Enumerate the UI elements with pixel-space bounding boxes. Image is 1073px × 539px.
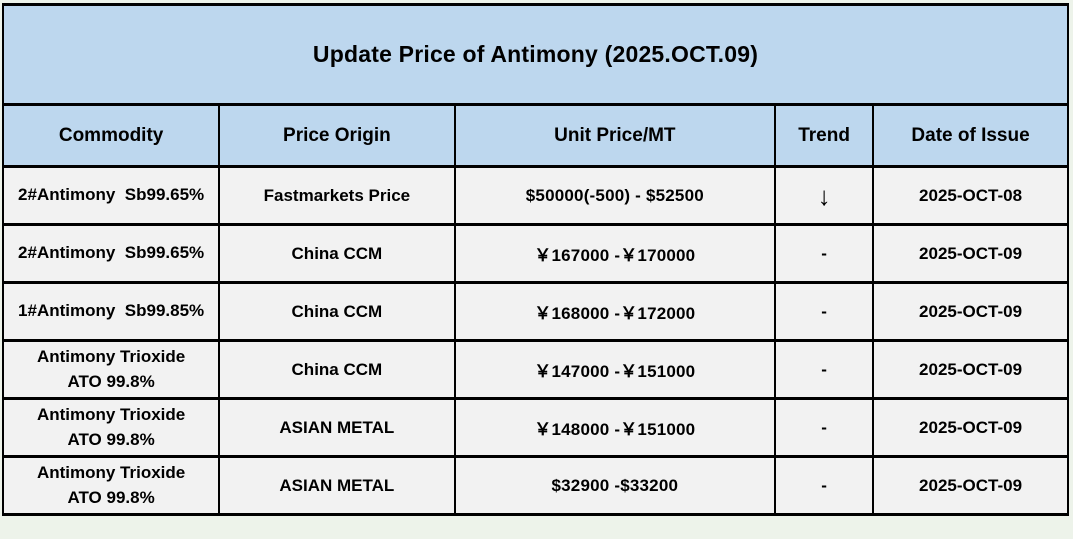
- date-of-issue-cell: 2025-OCT-09: [872, 339, 1069, 400]
- price-origin-cell: ASIAN METAL: [218, 397, 456, 458]
- date-of-issue-cell: 2025-OCT-09: [872, 397, 1069, 458]
- commodity-cell: Antimony Trioxide ATO 99.8%: [1, 455, 221, 516]
- commodity-cell: Antimony Trioxide ATO 99.8%: [1, 397, 221, 458]
- unit-price-cell: ￥167000 -￥170000: [453, 223, 777, 284]
- column-header-price-origin: Price Origin: [218, 103, 456, 168]
- trend-down-indicator: ↓: [774, 165, 875, 226]
- trend-flat-indicator: -: [774, 455, 875, 516]
- column-header-date-of-issue: Date of Issue: [872, 103, 1069, 168]
- table-row: 2#Antimony Sb99.65% China CCM ￥167000 -￥…: [1, 223, 1069, 284]
- date-of-issue-cell: 2025-OCT-08: [872, 165, 1069, 226]
- trend-flat-indicator: -: [774, 223, 875, 284]
- commodity-cell: 2#Antimony Sb99.65%: [1, 223, 221, 284]
- date-of-issue-cell: 2025-OCT-09: [872, 223, 1069, 284]
- header-row: Commodity Price Origin Unit Price/MT Tre…: [1, 103, 1069, 168]
- unit-price-cell: ￥168000 -￥172000: [453, 281, 777, 342]
- price-origin-cell: China CCM: [218, 223, 456, 284]
- commodity-cell: 1#Antimony Sb99.85%: [1, 281, 221, 342]
- trend-flat-indicator: -: [774, 281, 875, 342]
- column-header-trend: Trend: [774, 103, 875, 168]
- unit-price-cell: ￥147000 -￥151000: [453, 339, 777, 400]
- price-origin-cell: Fastmarkets Price: [218, 165, 456, 226]
- trend-flat-indicator: -: [774, 397, 875, 458]
- table-row: 2#Antimony Sb99.65% Fastmarkets Price $5…: [1, 165, 1069, 226]
- trend-flat-indicator: -: [774, 339, 875, 400]
- date-of-issue-cell: 2025-OCT-09: [872, 455, 1069, 516]
- unit-price-cell: $50000(-500) - $52500: [453, 165, 777, 226]
- commodity-cell: 2#Antimony Sb99.65%: [1, 165, 221, 226]
- unit-price-cell: ￥148000 -￥151000: [453, 397, 777, 458]
- column-header-unit-price: Unit Price/MT: [453, 103, 777, 168]
- column-header-commodity: Commodity: [1, 103, 221, 168]
- table-title: Update Price of Antimony (2025.OCT.09): [2, 3, 1069, 106]
- date-of-issue-cell: 2025-OCT-09: [872, 281, 1069, 342]
- table-row: Antimony Trioxide ATO 99.8% China CCM ￥1…: [1, 339, 1069, 400]
- table-row: 1#Antimony Sb99.85% China CCM ￥168000 -￥…: [1, 281, 1069, 342]
- unit-price-cell: $32900 -$33200: [453, 455, 777, 516]
- table-row: Antimony Trioxide ATO 99.8% ASIAN METAL …: [1, 397, 1069, 458]
- price-origin-cell: ASIAN METAL: [218, 455, 456, 516]
- title-row: Update Price of Antimony (2025.OCT.09): [2, 3, 1069, 106]
- antimony-price-table: Update Price of Antimony (2025.OCT.09) C…: [1, 3, 1069, 516]
- table-row: Antimony Trioxide ATO 99.8% ASIAN METAL …: [1, 455, 1069, 516]
- commodity-cell: Antimony Trioxide ATO 99.8%: [1, 339, 221, 400]
- price-origin-cell: China CCM: [218, 339, 456, 400]
- price-origin-cell: China CCM: [218, 281, 456, 342]
